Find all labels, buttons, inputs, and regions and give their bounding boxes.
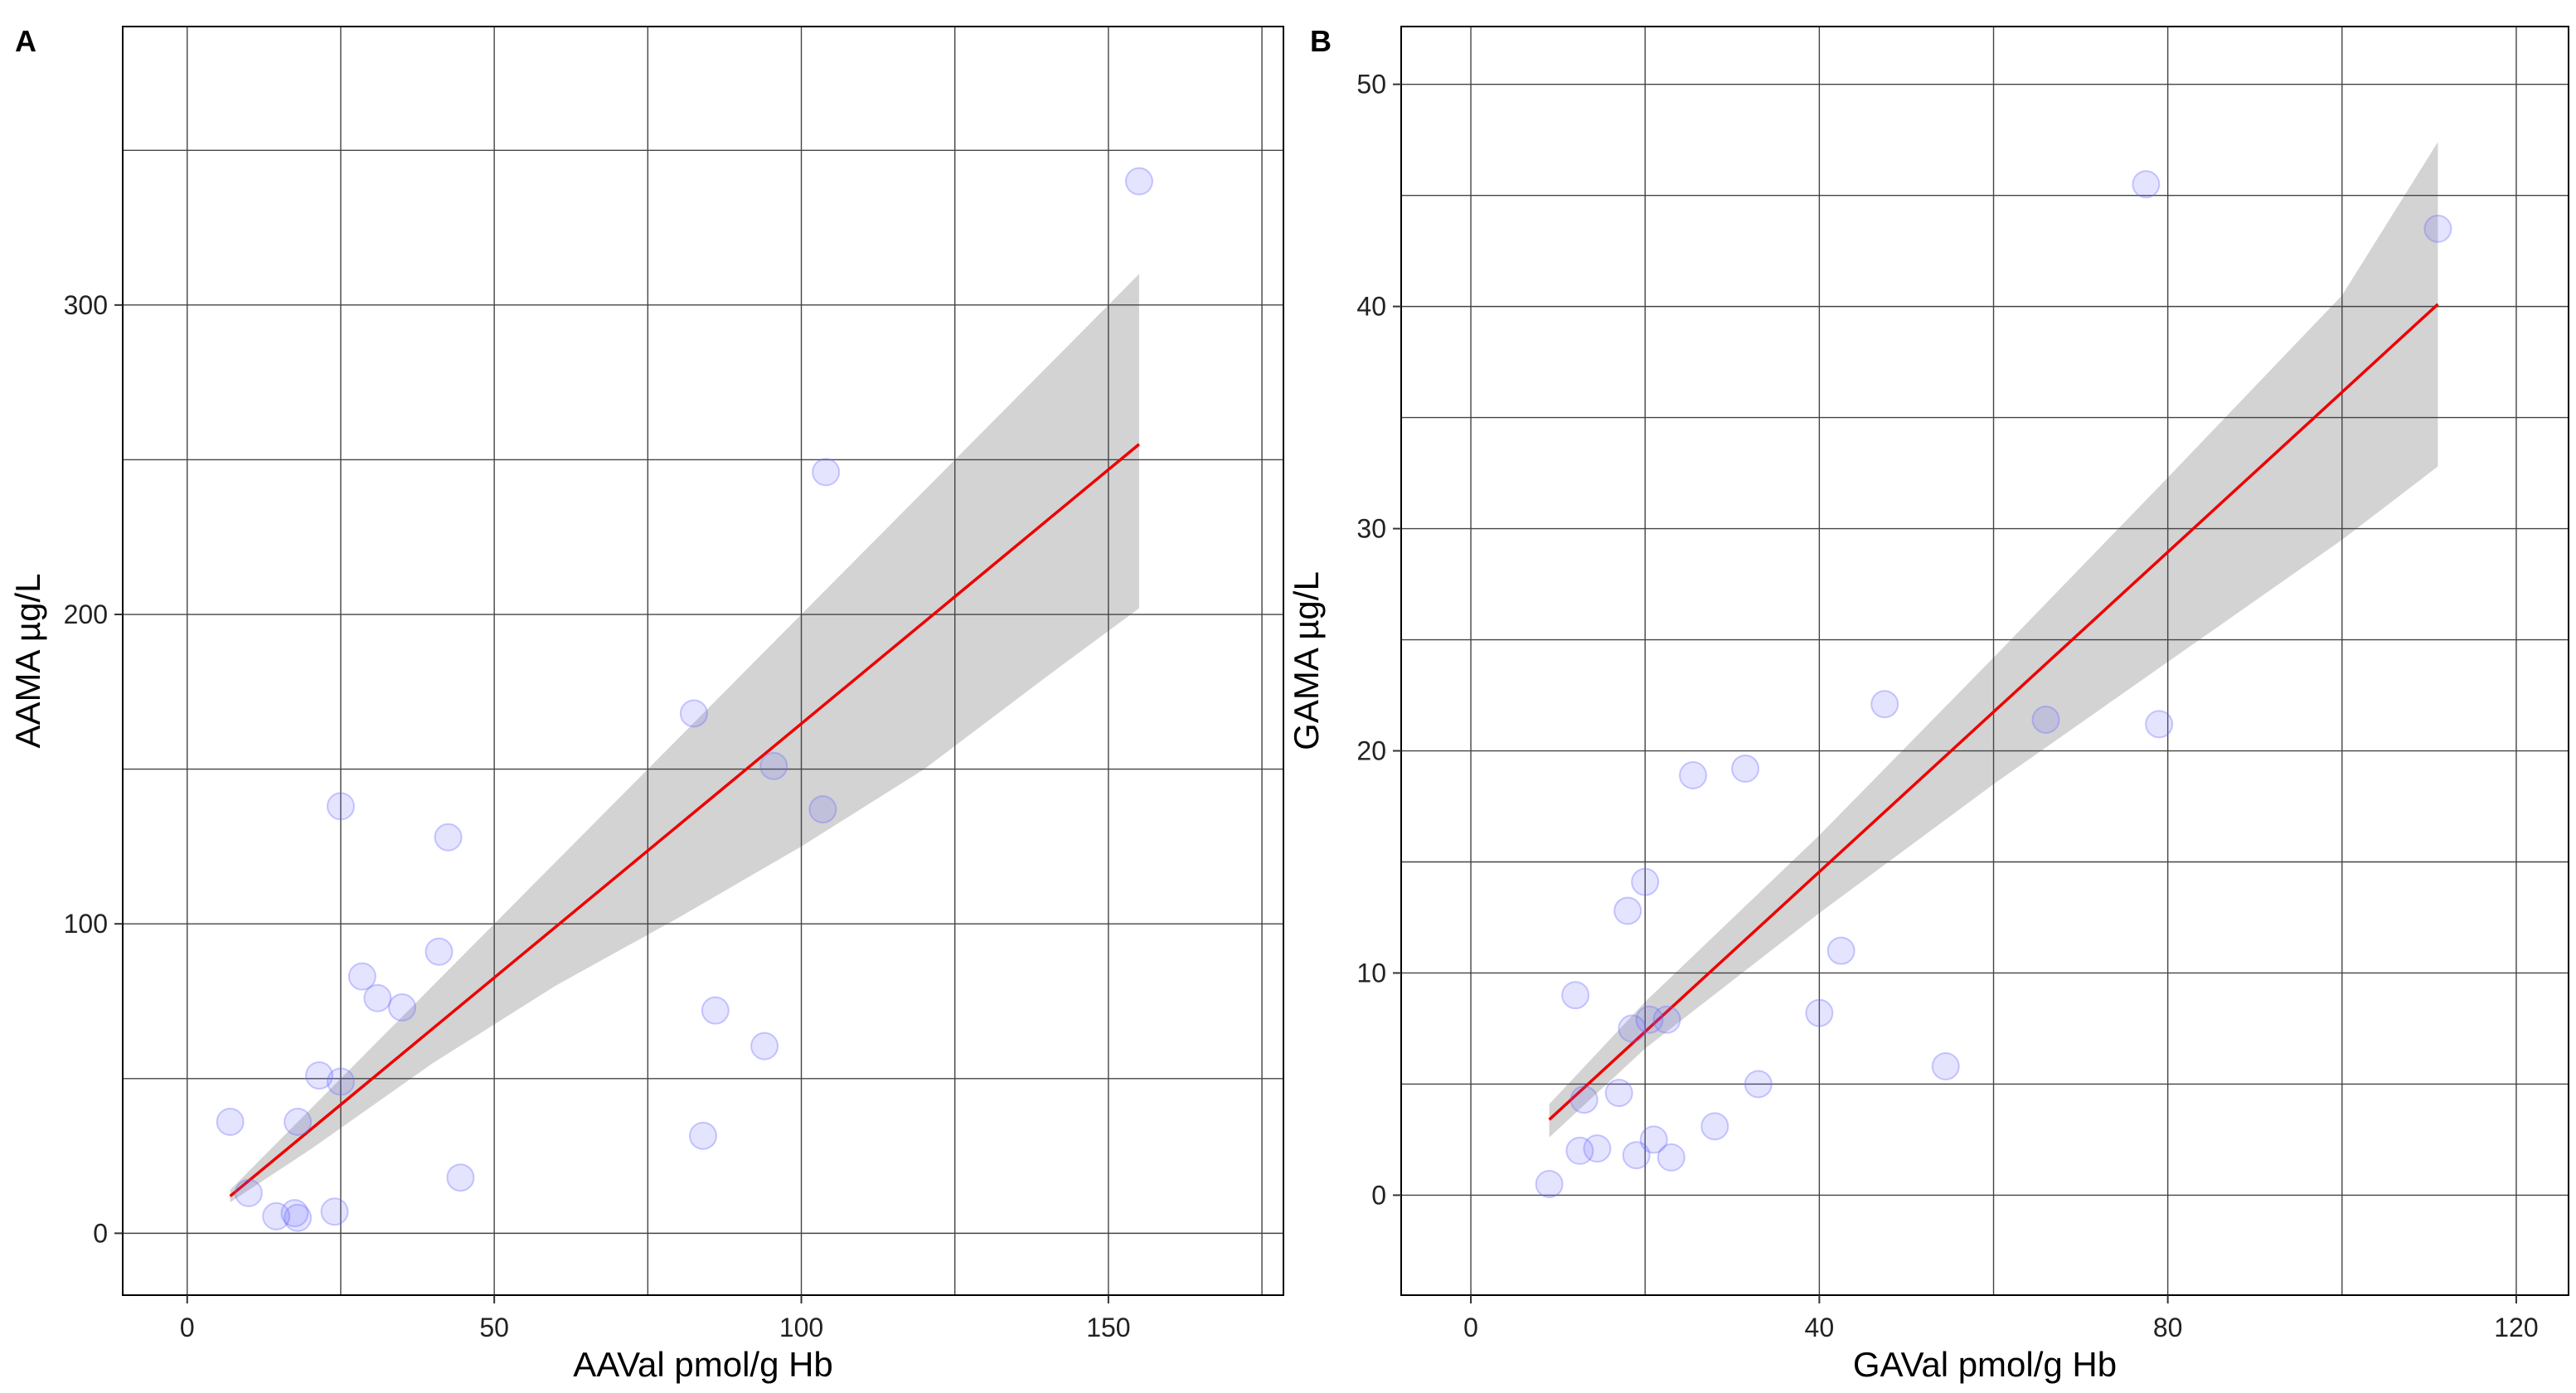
x-tick-label: 120 [2494, 1313, 2538, 1342]
data-point [363, 983, 392, 1012]
data-point [1731, 754, 1760, 783]
data-point [1805, 998, 1834, 1027]
data-point [1931, 1052, 1960, 1081]
data-point [1565, 1136, 1594, 1165]
data-point [320, 1197, 349, 1226]
y-tick-label: 50 [1356, 70, 1386, 100]
x-axis-title: GAVal pmol/g Hb [1853, 1345, 2117, 1384]
data-point [434, 823, 463, 852]
panel-b: 0 40 80 120 0 10 20 30 40 50 B GAVal pmol/g Hb GA… [1287, 24, 2569, 1384]
data-point [284, 1108, 313, 1137]
data-point [1635, 1005, 1664, 1034]
data-point [1613, 896, 1642, 925]
data-point [262, 1201, 291, 1230]
panel-label: B [1310, 24, 1332, 58]
x-tick-label: 0 [180, 1313, 195, 1342]
y-tick-label: 100 [64, 909, 108, 939]
data-point [1744, 1070, 1773, 1099]
y-axis-title: AAMA µg/L [8, 574, 47, 749]
data-point [1583, 1134, 1612, 1163]
data-point [812, 458, 841, 487]
data-point [2132, 170, 2161, 199]
tick-layer: 0 40 80 120 0 10 20 30 40 50 [1356, 70, 2538, 1342]
x-tick-label: 0 [1463, 1313, 1478, 1342]
regression-line [1548, 303, 2439, 1121]
y-tick-label: 40 [1356, 292, 1386, 322]
data-point [446, 1163, 475, 1192]
data-point [1652, 1005, 1681, 1034]
data-point [1622, 1141, 1651, 1170]
data-point [424, 937, 454, 966]
data-point [347, 962, 376, 991]
confidence-band-layer [230, 274, 1139, 1202]
scatter-points [216, 167, 1153, 1232]
tick-layer: 0 50 100 150 0 100 200 300 [64, 290, 1131, 1342]
data-point [1639, 1125, 1668, 1154]
y-tick-label: 30 [1356, 514, 1386, 544]
confidence-band [1549, 142, 2438, 1138]
x-axis-title: AAVal pmol/g Hb [573, 1345, 833, 1384]
data-point [284, 1203, 313, 1232]
data-point [234, 1178, 263, 1207]
data-point [326, 792, 355, 821]
data-point [1631, 867, 1660, 896]
fit-line-layer [229, 443, 1141, 1197]
data-point [2031, 706, 2060, 735]
data-point [1700, 1112, 1729, 1141]
data-point [2423, 214, 2452, 243]
data-point [1569, 1085, 1598, 1114]
data-point [679, 699, 708, 728]
grid-layer [123, 27, 1283, 1295]
y-tick-label: 0 [1371, 1180, 1386, 1210]
x-tick-label: 150 [1086, 1313, 1130, 1342]
x-tick-label: 80 [2153, 1313, 2183, 1342]
data-point [808, 795, 837, 824]
panel-a: 0 50 100 150 0 100 200 300 A AAVal pmol/g Hb AA… [8, 24, 1284, 1384]
data-point [388, 993, 417, 1022]
data-point [1618, 1014, 1647, 1043]
panel-label: A [15, 24, 36, 58]
y-tick-label: 0 [93, 1218, 108, 1248]
data-point [1561, 981, 1590, 1010]
data-point [216, 1108, 245, 1137]
x-tick-label: 100 [779, 1313, 823, 1342]
plot-frame [122, 26, 1284, 1296]
x-tick-label: 50 [479, 1313, 509, 1342]
fit-line-layer [1548, 303, 2439, 1121]
y-tick-label: 300 [64, 290, 108, 320]
y-tick-label: 10 [1356, 958, 1386, 988]
data-point [1657, 1143, 1686, 1172]
scatter-points [1535, 170, 2452, 1199]
y-tick-label: 20 [1356, 736, 1386, 766]
x-tick-label: 40 [1805, 1313, 1835, 1342]
y-axis-title: GAMA µg/L [1287, 571, 1326, 750]
data-point [280, 1199, 309, 1228]
confidence-band-layer [1549, 142, 2438, 1138]
data-point [1679, 760, 1707, 789]
data-point [1826, 936, 1856, 965]
data-point [305, 1061, 334, 1090]
data-point [1535, 1170, 1564, 1199]
data-point [701, 996, 730, 1025]
data-point [1870, 690, 1899, 719]
data-point [689, 1121, 717, 1150]
y-tick-label: 200 [64, 599, 108, 629]
plot-frame [1400, 26, 2569, 1296]
data-point [759, 751, 788, 780]
regression-line [229, 443, 1141, 1197]
data-point [750, 1031, 779, 1061]
data-point [1604, 1079, 1633, 1108]
grid-layer [1401, 27, 2569, 1295]
confidence-band [230, 274, 1139, 1202]
data-point [1124, 167, 1153, 196]
data-point [2145, 710, 2174, 739]
data-point [326, 1067, 355, 1096]
